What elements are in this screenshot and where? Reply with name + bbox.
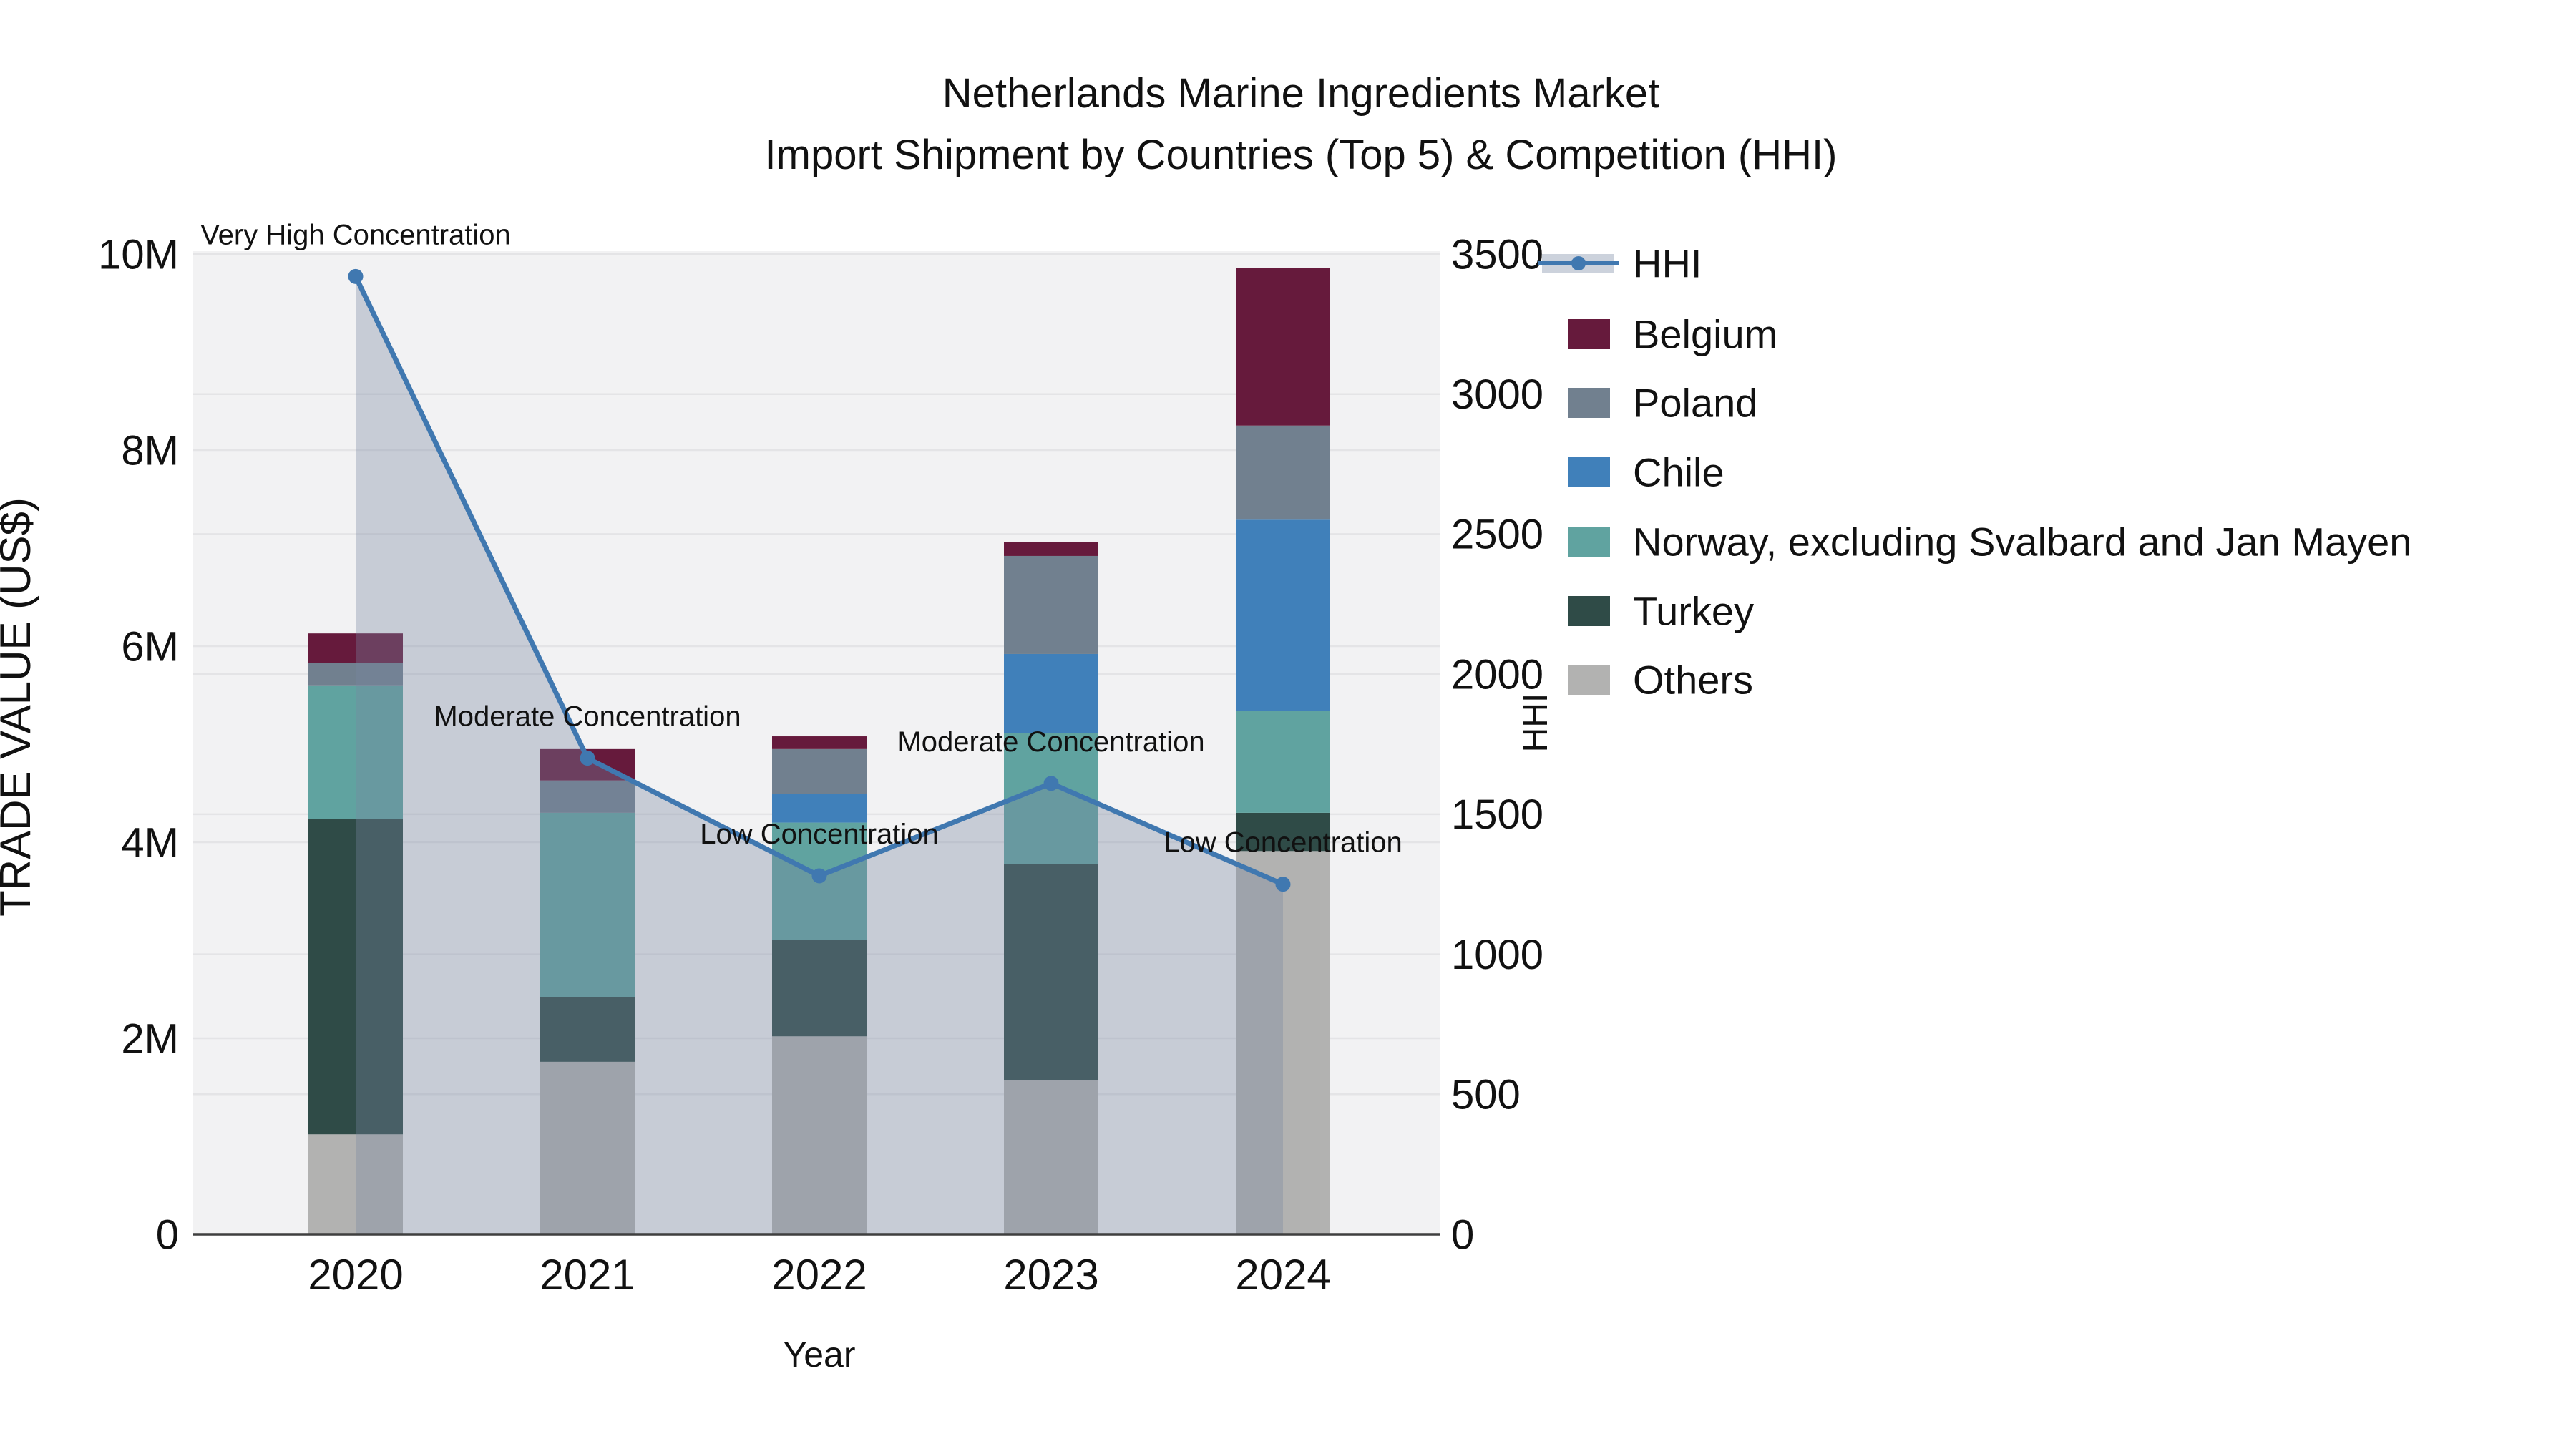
legend-hhi-marker-swatch xyxy=(1571,256,1586,270)
bar-segment-2022-chile xyxy=(772,794,867,823)
x-tick-2020: 2020 xyxy=(308,1251,403,1299)
bar-segment-2023-belgium xyxy=(1004,542,1098,556)
legend-item-others: Others xyxy=(1568,658,1753,703)
y-left-axis-title: TRADE VALUE (US$) xyxy=(0,497,39,917)
y-left-tick: 4M xyxy=(121,819,179,866)
y-left-tick: 2M xyxy=(121,1015,179,1062)
y-right-tick: 0 xyxy=(1451,1211,1474,1258)
y-right-tick: 500 xyxy=(1451,1072,1521,1118)
bar-segment-2020-norway-excluding-svalbard-and-jan-mayen xyxy=(308,685,403,819)
bar-segment-2020-others xyxy=(308,1134,403,1234)
x-tick-2022: 2022 xyxy=(771,1251,867,1299)
legend-label: Norway, excluding Svalbard and Jan Mayen xyxy=(1633,519,2411,565)
legend-color-swatch xyxy=(1568,527,1610,557)
hhi-marker-2021 xyxy=(580,751,595,766)
legend-label: Belgium xyxy=(1633,312,1777,357)
bar-segment-2021-norway-excluding-svalbard-and-jan-mayen xyxy=(540,812,635,997)
legend-color-swatch xyxy=(1568,388,1610,418)
bar-segment-2021-poland xyxy=(540,780,635,813)
hhi-marker-2020 xyxy=(348,268,364,284)
legend-item-poland: Poland xyxy=(1568,381,1757,426)
chart-title-line1: Netherlands Marine Ingredients Market xyxy=(942,70,1660,117)
bar-segment-2024-chile xyxy=(1236,519,1330,711)
legend-item-hhi: HHI xyxy=(1538,241,1702,286)
bar-segment-2023-turkey xyxy=(1004,864,1098,1080)
legend-color-swatch xyxy=(1568,457,1610,487)
bar-segment-2024-belgium xyxy=(1236,268,1330,426)
legend-color-swatch xyxy=(1568,665,1610,695)
legend-label: Others xyxy=(1633,658,1753,703)
legend-label: Chile xyxy=(1633,450,1724,495)
x-tick-2024: 2024 xyxy=(1235,1251,1330,1299)
x-axis-title: Year xyxy=(783,1335,855,1375)
y-left-tick-labels: 0 2M 4M 6M 8M 10M xyxy=(98,231,179,1258)
y-right-tick: 3000 xyxy=(1451,371,1543,418)
bar-segment-2020-turkey xyxy=(308,819,403,1135)
bar-segment-2021-turkey xyxy=(540,997,635,1062)
chart-title: Netherlands Marine Ingredients Market Im… xyxy=(765,63,1838,186)
x-tick-2021: 2021 xyxy=(540,1251,635,1299)
y-right-tick: 2500 xyxy=(1451,512,1543,558)
hhi-annotation-2020: Very High Concentration xyxy=(200,219,511,250)
y-right-tick: 2000 xyxy=(1451,651,1543,698)
legend-label: HHI xyxy=(1633,241,1702,286)
y-left-tick: 6M xyxy=(121,623,179,670)
chart-title-line2: Import Shipment by Countries (Top 5) & C… xyxy=(764,132,1838,178)
bar-segment-2024-norway-excluding-svalbard-and-jan-mayen xyxy=(1236,711,1330,813)
hhi-annotation-2023: Moderate Concentration xyxy=(897,726,1204,758)
hhi-annotation-2024: Low Concentration xyxy=(1163,827,1402,859)
bar-segment-2024-turkey xyxy=(1236,812,1330,852)
y-right-tick: 3500 xyxy=(1451,231,1543,278)
y-right-tick: 1000 xyxy=(1451,932,1543,978)
legend-item-norway-excluding-svalbard-and-jan-mayen: Norway, excluding Svalbard and Jan Mayen xyxy=(1568,519,2411,565)
bar-segment-2023-poland xyxy=(1004,555,1098,654)
y-right-axis-title: HHI xyxy=(1517,693,1555,753)
bar-segment-2022-others xyxy=(772,1036,867,1234)
legend-item-belgium: Belgium xyxy=(1568,312,1777,357)
legend-color-swatch xyxy=(1568,319,1610,349)
y-left-tick: 10M xyxy=(98,231,179,278)
bar-segment-2022-turkey xyxy=(772,940,867,1037)
legend-item-turkey: Turkey xyxy=(1568,589,1754,634)
legend-item-chile: Chile xyxy=(1568,450,1724,495)
hhi-area-fill xyxy=(356,276,1283,1234)
hhi-marker-2023 xyxy=(1043,776,1059,791)
bar-segment-2023-others xyxy=(1004,1080,1098,1234)
bar-segment-2022-poland xyxy=(772,748,867,794)
hhi-annotation-2021: Moderate Concentration xyxy=(434,701,741,733)
y-left-tick: 0 xyxy=(156,1211,179,1258)
legend-color-swatch xyxy=(1568,596,1610,626)
y-right-tick: 1500 xyxy=(1451,791,1543,838)
legend: HHI Belgium Poland Chile Norway, excluding S… xyxy=(1538,241,2411,703)
y-right-tick-labels: 0 500 1000 1500 2000 2500 3000 3500 xyxy=(1451,231,1543,1258)
bar-segment-2024-others xyxy=(1236,851,1330,1234)
hhi-marker-2022 xyxy=(811,868,827,884)
legend-label: Turkey xyxy=(1633,589,1754,634)
hhi-annotation-2022: Low Concentration xyxy=(700,819,939,850)
bar-segment-2020-belgium xyxy=(308,633,403,663)
x-tick-labels: 2020 2021 2022 2023 2024 xyxy=(308,1251,1330,1299)
bar-segment-2024-poland xyxy=(1236,425,1330,520)
hhi-marker-2024 xyxy=(1275,877,1291,892)
bar-segment-2023-chile xyxy=(1004,653,1098,733)
bar-segment-2020-poland xyxy=(308,663,403,686)
x-tick-2023: 2023 xyxy=(1003,1251,1098,1299)
bar-segment-2021-others xyxy=(540,1061,635,1234)
y-left-tick: 8M xyxy=(121,427,179,474)
bar-segment-2022-belgium xyxy=(772,736,867,749)
legend-label: Poland xyxy=(1633,381,1757,426)
